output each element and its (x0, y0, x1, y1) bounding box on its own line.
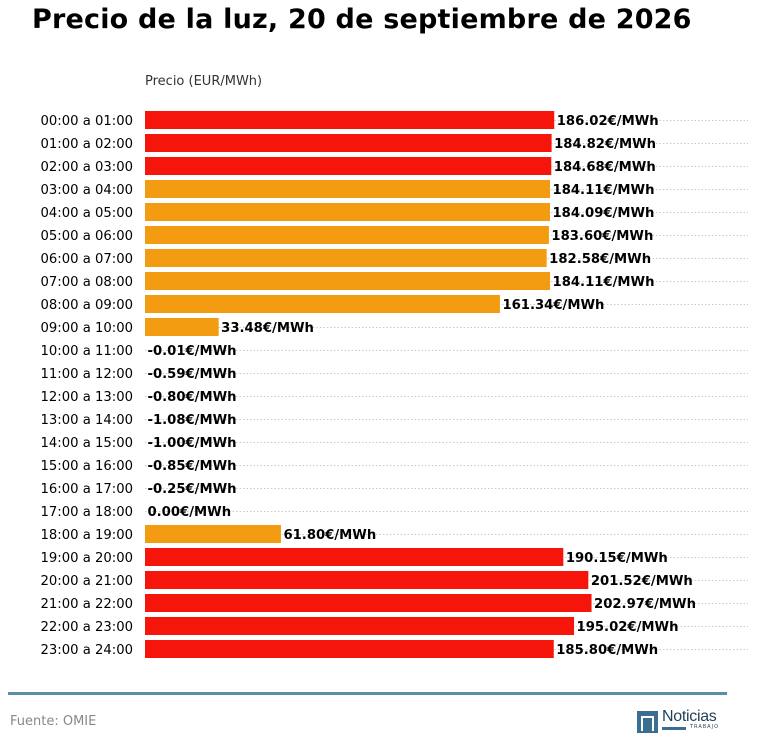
value-label: -0.01€/MWh (148, 344, 237, 359)
value-label: 201.52€/MWh (591, 574, 693, 589)
category-label: 00:00 a 01:00 (41, 114, 133, 129)
logo-subtext: TRABAJO (662, 724, 728, 731)
value-label: 0.00€/MWh (148, 505, 232, 520)
footer-divider (8, 692, 727, 695)
category-label: 09:00 a 10:00 (41, 321, 133, 336)
value-label: 161.34€/MWh (502, 298, 604, 313)
category-label: 02:00 a 03:00 (41, 160, 133, 175)
logo-text: Noticias (662, 708, 717, 725)
bar (145, 571, 589, 589)
bar (145, 180, 551, 198)
value-label: 184.11€/MWh (553, 275, 655, 290)
bar (145, 617, 575, 635)
bar (145, 203, 550, 221)
category-label: 22:00 a 23:00 (41, 620, 133, 635)
value-label: -0.85€/MWh (148, 459, 237, 474)
value-label: 185.80€/MWh (556, 643, 658, 658)
value-label: -1.00€/MWh (148, 436, 237, 451)
category-label: 19:00 a 20:00 (41, 551, 133, 566)
axis-label: Precio (EUR/MWh) (145, 74, 263, 89)
bar (145, 134, 552, 152)
value-label: -0.25€/MWh (148, 482, 237, 497)
logo-icon (637, 711, 658, 733)
category-label: 23:00 a 24:00 (41, 643, 133, 658)
chart-title: Precio de la luz, 20 de septiembre de 20… (32, 4, 692, 35)
value-label: 202.97€/MWh (594, 597, 696, 612)
bar (145, 226, 549, 244)
bar (145, 295, 500, 313)
value-label: -0.59€/MWh (148, 367, 237, 382)
bar (145, 111, 555, 129)
bar (145, 640, 554, 658)
bar (145, 594, 592, 612)
category-label: 17:00 a 18:00 (41, 505, 133, 520)
value-label: 182.58€/MWh (549, 252, 651, 267)
category-label: 06:00 a 07:00 (41, 252, 133, 267)
value-label: -1.08€/MWh (148, 413, 237, 428)
category-label: 15:00 a 16:00 (41, 459, 133, 474)
category-label: 10:00 a 11:00 (41, 344, 133, 359)
value-label: 184.11€/MWh (553, 183, 655, 198)
value-label: 184.09€/MWh (552, 206, 654, 221)
category-label: 13:00 a 14:00 (41, 413, 133, 428)
value-label: 190.15€/MWh (566, 551, 668, 566)
bar (145, 525, 281, 543)
category-label: 04:00 a 05:00 (41, 206, 133, 221)
category-label: 21:00 a 22:00 (41, 597, 133, 612)
value-label: 184.82€/MWh (554, 137, 656, 152)
bar (145, 318, 219, 336)
category-label: 05:00 a 06:00 (41, 229, 133, 244)
category-label: 16:00 a 17:00 (41, 482, 133, 497)
bar (145, 157, 552, 175)
bar (145, 272, 551, 290)
category-label: 07:00 a 08:00 (41, 275, 133, 290)
value-label: -0.80€/MWh (148, 390, 237, 405)
value-label: 186.02€/MWh (557, 114, 659, 129)
bar-chart: 00:00 a 01:00 186.02€/MWh 01:00 a 02:00 184… (41, 111, 748, 658)
category-label: 20:00 a 21:00 (41, 574, 133, 589)
category-label: 11:00 a 12:00 (41, 367, 133, 382)
bar (145, 548, 564, 566)
category-label: 12:00 a 13:00 (41, 390, 133, 405)
value-label: 33.48€/MWh (221, 321, 314, 336)
bar (145, 249, 547, 267)
category-label: 01:00 a 02:00 (41, 137, 133, 152)
category-label: 14:00 a 15:00 (41, 436, 133, 451)
value-label: 183.60€/MWh (551, 229, 653, 244)
category-label: 03:00 a 04:00 (41, 183, 133, 198)
category-label: 08:00 a 09:00 (41, 298, 133, 313)
value-label: 61.80€/MWh (283, 528, 376, 543)
brand-logo: Noticias TRABAJO (637, 708, 729, 735)
category-label: 18:00 a 19:00 (41, 528, 133, 543)
value-label: 184.68€/MWh (554, 160, 656, 175)
source-note: Fuente: OMIE (10, 714, 97, 729)
value-label: 195.02€/MWh (577, 620, 679, 635)
